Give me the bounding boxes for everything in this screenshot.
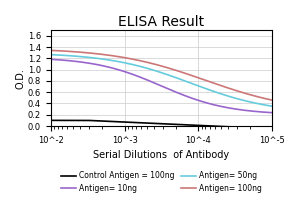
Antigen= 50ng: [270, 105, 274, 107]
Control Antigen = 100ng: [209, 125, 212, 127]
X-axis label: Serial Dilutions  of Antibody: Serial Dilutions of Antibody: [93, 150, 230, 160]
Line: Antigen= 100ng: Antigen= 100ng: [51, 50, 272, 100]
Antigen= 50ng: [188, 82, 192, 84]
Antigen= 100ng: [210, 81, 213, 84]
Antigen= 100ng: [209, 81, 212, 83]
Antigen= 50ng: [121, 61, 125, 64]
Antigen= 50ng: [209, 89, 212, 91]
Control Antigen = 100ng: [76, 119, 79, 122]
Control Antigen = 100ng: [121, 121, 125, 123]
Antigen= 100ng: [49, 49, 52, 52]
Line: Antigen= 10ng: Antigen= 10ng: [51, 59, 272, 113]
Antigen= 100ng: [76, 51, 79, 53]
Antigen= 100ng: [188, 74, 192, 76]
Antigen= 10ng: [188, 96, 192, 99]
Line: Antigen= 50ng: Antigen= 50ng: [51, 55, 272, 106]
Antigen= 10ng: [210, 103, 213, 105]
Antigen= 50ng: [76, 55, 79, 58]
Control Antigen = 100ng: [270, 128, 274, 130]
Legend: Control Antigen = 100ng, Antigen= 10ng, Antigen= 50ng, Antigen= 100ng: Control Antigen = 100ng, Antigen= 10ng, …: [58, 168, 265, 196]
Antigen= 10ng: [121, 70, 125, 72]
Antigen= 50ng: [210, 89, 213, 92]
Antigen= 100ng: [121, 56, 125, 59]
Antigen= 10ng: [49, 58, 52, 60]
Antigen= 10ng: [270, 111, 274, 114]
Control Antigen = 100ng: [188, 124, 192, 126]
Antigen= 10ng: [209, 103, 212, 105]
Antigen= 10ng: [136, 75, 140, 78]
Antigen= 100ng: [270, 99, 274, 101]
Antigen= 100ng: [136, 59, 140, 62]
Line: Control Antigen = 100ng: Control Antigen = 100ng: [51, 120, 272, 129]
Control Antigen = 100ng: [136, 121, 140, 124]
Antigen= 10ng: [76, 60, 79, 63]
Antigen= 50ng: [136, 65, 140, 67]
Control Antigen = 100ng: [49, 119, 52, 122]
Title: ELISA Result: ELISA Result: [118, 15, 205, 29]
Antigen= 50ng: [49, 53, 52, 56]
Control Antigen = 100ng: [210, 125, 213, 127]
Y-axis label: O.D.: O.D.: [15, 68, 25, 89]
